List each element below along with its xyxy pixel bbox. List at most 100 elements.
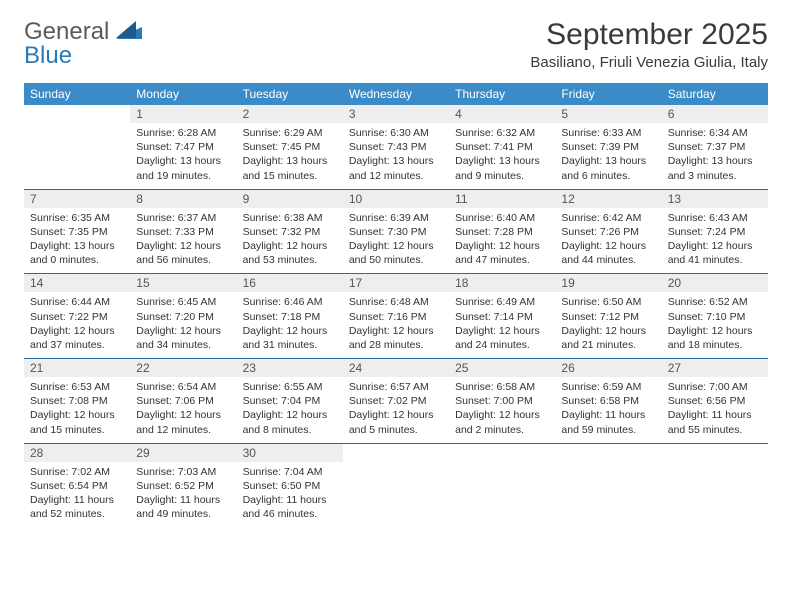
day-number-cell: 6	[662, 105, 768, 123]
day-number-cell: 4	[449, 105, 555, 123]
location: Basiliano, Friuli Venezia Giulia, Italy	[530, 54, 768, 71]
day-content-cell: Sunrise: 6:54 AMSunset: 7:06 PMDaylight:…	[130, 377, 236, 443]
sunrise-line: Sunrise: 6:28 AM	[136, 126, 230, 140]
day-number-cell: 24	[343, 359, 449, 378]
day-number-cell: 16	[237, 274, 343, 293]
daylight-line: Daylight: 11 hours and 49 minutes.	[136, 493, 230, 521]
daynum-row: 21222324252627	[24, 359, 768, 378]
day-content-cell: Sunrise: 6:30 AMSunset: 7:43 PMDaylight:…	[343, 123, 449, 189]
day-number-cell: 17	[343, 274, 449, 293]
sunrise-line: Sunrise: 6:33 AM	[561, 126, 655, 140]
sunset-line: Sunset: 7:18 PM	[243, 310, 337, 324]
day-content-cell: Sunrise: 6:32 AMSunset: 7:41 PMDaylight:…	[449, 123, 555, 189]
weekday-header-row: Sunday Monday Tuesday Wednesday Thursday…	[24, 83, 768, 105]
weekday-friday: Friday	[555, 83, 661, 105]
sunset-line: Sunset: 7:22 PM	[30, 310, 124, 324]
sunrise-line: Sunrise: 6:50 AM	[561, 295, 655, 309]
daynum-row: 14151617181920	[24, 274, 768, 293]
sunrise-line: Sunrise: 6:54 AM	[136, 380, 230, 394]
day-number-cell: 3	[343, 105, 449, 123]
sunset-line: Sunset: 7:47 PM	[136, 140, 230, 154]
content-row: Sunrise: 6:44 AMSunset: 7:22 PMDaylight:…	[24, 292, 768, 358]
day-number-cell: 5	[555, 105, 661, 123]
sunset-line: Sunset: 7:24 PM	[668, 225, 762, 239]
day-number-cell: 12	[555, 189, 661, 208]
day-number-cell: 8	[130, 189, 236, 208]
daynum-row: 78910111213	[24, 189, 768, 208]
sunrise-line: Sunrise: 7:04 AM	[243, 465, 337, 479]
sunset-line: Sunset: 7:43 PM	[349, 140, 443, 154]
daylight-line: Daylight: 13 hours and 12 minutes.	[349, 154, 443, 182]
daylight-line: Daylight: 12 hours and 56 minutes.	[136, 239, 230, 267]
sunset-line: Sunset: 7:26 PM	[561, 225, 655, 239]
weekday-saturday: Saturday	[662, 83, 768, 105]
sunrise-line: Sunrise: 6:48 AM	[349, 295, 443, 309]
day-content-cell: Sunrise: 6:57 AMSunset: 7:02 PMDaylight:…	[343, 377, 449, 443]
day-number-cell: 9	[237, 189, 343, 208]
day-number-cell	[24, 105, 130, 123]
day-content-cell: Sunrise: 6:44 AMSunset: 7:22 PMDaylight:…	[24, 292, 130, 358]
sunset-line: Sunset: 6:58 PM	[561, 394, 655, 408]
day-content-cell: Sunrise: 6:55 AMSunset: 7:04 PMDaylight:…	[237, 377, 343, 443]
daylight-line: Daylight: 12 hours and 53 minutes.	[243, 239, 337, 267]
logo-general: General	[24, 18, 109, 45]
day-content-cell: Sunrise: 6:38 AMSunset: 7:32 PMDaylight:…	[237, 208, 343, 274]
day-content-cell: Sunrise: 6:46 AMSunset: 7:18 PMDaylight:…	[237, 292, 343, 358]
sunrise-line: Sunrise: 6:38 AM	[243, 211, 337, 225]
sunset-line: Sunset: 7:12 PM	[561, 310, 655, 324]
weekday-tuesday: Tuesday	[237, 83, 343, 105]
sunrise-line: Sunrise: 6:58 AM	[455, 380, 549, 394]
daylight-line: Daylight: 12 hours and 5 minutes.	[349, 408, 443, 436]
day-content-cell: Sunrise: 6:52 AMSunset: 7:10 PMDaylight:…	[662, 292, 768, 358]
sunrise-line: Sunrise: 6:49 AM	[455, 295, 549, 309]
day-content-cell: Sunrise: 6:34 AMSunset: 7:37 PMDaylight:…	[662, 123, 768, 189]
sunrise-line: Sunrise: 6:35 AM	[30, 211, 124, 225]
sunset-line: Sunset: 6:54 PM	[30, 479, 124, 493]
day-number-cell: 18	[449, 274, 555, 293]
daylight-line: Daylight: 13 hours and 9 minutes.	[455, 154, 549, 182]
sunset-line: Sunset: 7:41 PM	[455, 140, 549, 154]
daylight-line: Daylight: 11 hours and 52 minutes.	[30, 493, 124, 521]
day-content-cell: Sunrise: 6:48 AMSunset: 7:16 PMDaylight:…	[343, 292, 449, 358]
weekday-sunday: Sunday	[24, 83, 130, 105]
daylight-line: Daylight: 13 hours and 6 minutes.	[561, 154, 655, 182]
daylight-line: Daylight: 12 hours and 15 minutes.	[30, 408, 124, 436]
day-number-cell: 11	[449, 189, 555, 208]
sunrise-line: Sunrise: 6:43 AM	[668, 211, 762, 225]
daylight-line: Daylight: 12 hours and 24 minutes.	[455, 324, 549, 352]
day-number-cell: 26	[555, 359, 661, 378]
day-content-cell: Sunrise: 6:49 AMSunset: 7:14 PMDaylight:…	[449, 292, 555, 358]
daylight-line: Daylight: 13 hours and 0 minutes.	[30, 239, 124, 267]
sunset-line: Sunset: 6:52 PM	[136, 479, 230, 493]
day-content-cell: Sunrise: 6:42 AMSunset: 7:26 PMDaylight:…	[555, 208, 661, 274]
daylight-line: Daylight: 12 hours and 28 minutes.	[349, 324, 443, 352]
day-content-cell: Sunrise: 6:43 AMSunset: 7:24 PMDaylight:…	[662, 208, 768, 274]
day-content-cell	[449, 462, 555, 528]
calendar-table: Sunday Monday Tuesday Wednesday Thursday…	[24, 83, 768, 527]
sunrise-line: Sunrise: 6:55 AM	[243, 380, 337, 394]
sunset-line: Sunset: 7:20 PM	[136, 310, 230, 324]
day-number-cell: 7	[24, 189, 130, 208]
sunset-line: Sunset: 7:32 PM	[243, 225, 337, 239]
header: General Blue September 2025 Basiliano, F…	[24, 18, 768, 71]
day-content-cell: Sunrise: 6:45 AMSunset: 7:20 PMDaylight:…	[130, 292, 236, 358]
content-row: Sunrise: 6:28 AMSunset: 7:47 PM Daylight:…	[24, 123, 768, 189]
day-number-cell: 13	[662, 189, 768, 208]
day-number-cell: 23	[237, 359, 343, 378]
day-number-cell: 2	[237, 105, 343, 123]
logo: General Blue	[24, 18, 142, 70]
sunset-line: Sunset: 7:30 PM	[349, 225, 443, 239]
daylight-line: Daylight: 12 hours and 12 minutes.	[136, 408, 230, 436]
calendar-body: 12 3456 Sunrise: 6:28 AMSunset: 7:47 PM Day…	[24, 105, 768, 527]
day-content-cell: Sunrise: 7:02 AMSunset: 6:54 PMDaylight:…	[24, 462, 130, 528]
day-content-cell: Sunrise: 7:04 AMSunset: 6:50 PMDaylight:…	[237, 462, 343, 528]
day-number-cell	[555, 443, 661, 462]
weekday-wednesday: Wednesday	[343, 83, 449, 105]
daylight-line: Daylight: 12 hours and 47 minutes.	[455, 239, 549, 267]
day-content-cell	[555, 462, 661, 528]
sunset-line: Sunset: 7:16 PM	[349, 310, 443, 324]
sunset-line: Sunset: 7:10 PM	[668, 310, 762, 324]
daylight-line: Daylight: 13 hours and 15 minutes.	[243, 154, 337, 182]
day-content-cell: Sunrise: 6:35 AMSunset: 7:35 PMDaylight:…	[24, 208, 130, 274]
day-number-cell: 20	[662, 274, 768, 293]
